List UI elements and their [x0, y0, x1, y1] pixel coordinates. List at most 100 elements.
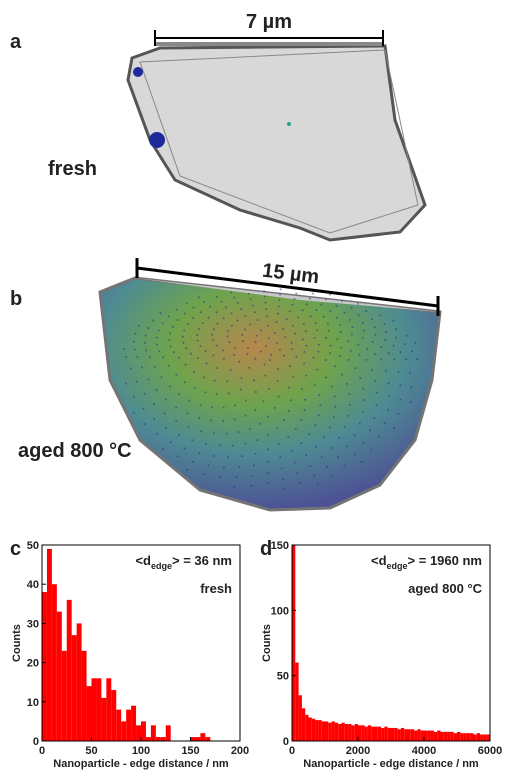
particle: [393, 427, 396, 430]
particle: [200, 429, 203, 432]
particle: [324, 298, 327, 301]
particle: [365, 310, 368, 313]
scale-bar: [136, 266, 439, 308]
particle: [388, 395, 391, 398]
particle: [350, 333, 353, 336]
bar: [420, 730, 424, 741]
annotation-suffix: > = 36 nm: [172, 553, 232, 568]
particle: [351, 326, 354, 329]
particle: [305, 374, 308, 377]
particle: [291, 303, 294, 306]
particle: [384, 369, 387, 372]
particle: [133, 348, 136, 351]
particle: [283, 487, 286, 490]
particle: [244, 399, 247, 402]
y-tick-label: 0: [33, 736, 39, 748]
particle: [178, 433, 181, 436]
particle: [253, 379, 256, 382]
particle: [176, 319, 179, 322]
particle: [172, 351, 175, 354]
bar: [437, 730, 441, 741]
particle: [392, 319, 395, 322]
bar: [414, 730, 418, 741]
bar: [334, 722, 339, 741]
bar: [292, 545, 296, 741]
bar: [371, 726, 375, 741]
particle: [293, 332, 296, 335]
particle: [322, 315, 325, 318]
bar: [106, 678, 112, 741]
particle: [343, 311, 346, 314]
particle: [212, 354, 215, 357]
particle: [231, 444, 234, 447]
particle: [264, 374, 267, 377]
particle: [347, 414, 350, 417]
particle: [315, 309, 318, 312]
particle: [226, 380, 229, 383]
particle: [269, 359, 271, 361]
particle: [259, 329, 262, 332]
particle: [361, 336, 364, 339]
particle: [268, 387, 271, 390]
particle: [143, 342, 146, 345]
particle: [181, 335, 184, 338]
particle: [281, 327, 284, 330]
bar: [305, 714, 309, 741]
particle: [161, 322, 164, 325]
particle: [169, 441, 172, 444]
particle: [266, 324, 269, 327]
particle: [354, 367, 357, 370]
y-tick-label: 150: [271, 540, 289, 552]
particle: [244, 315, 247, 318]
particle: [387, 351, 390, 354]
particle: [230, 312, 233, 315]
particle: [254, 452, 257, 455]
particle: [320, 303, 323, 306]
particle: [263, 363, 266, 366]
bar: [447, 731, 451, 741]
particle: [211, 339, 214, 342]
bar: [394, 727, 398, 741]
particle: [144, 334, 147, 337]
particle: [240, 377, 243, 380]
bar: [96, 678, 102, 741]
particle: [136, 356, 139, 359]
particle: [325, 336, 328, 339]
particle: [280, 467, 283, 470]
bar: [51, 584, 57, 741]
y-tick-label: 100: [271, 605, 289, 617]
particle: [378, 435, 381, 438]
particle: [288, 310, 291, 313]
x-tick-label: 2000: [346, 745, 370, 757]
particle: [207, 464, 210, 467]
particle: [277, 442, 280, 445]
particle: [312, 292, 315, 295]
y-tick-label: 40: [27, 579, 39, 591]
particle: [348, 392, 351, 395]
particle: [240, 308, 243, 311]
panel-label: a: [10, 31, 22, 53]
particle: [312, 356, 315, 359]
bar: [351, 725, 355, 741]
particle: [324, 358, 327, 361]
annotation: <dedge> = 1960 nm: [371, 553, 482, 571]
panel-caption: aged 800 °C: [18, 440, 132, 462]
bar: [205, 737, 211, 741]
particle: [183, 381, 186, 384]
particle: [314, 424, 317, 427]
particle: [374, 352, 377, 355]
bar: [86, 686, 92, 741]
particle: [366, 347, 369, 350]
y-axis-label: Counts: [11, 624, 23, 662]
particle: [380, 346, 383, 349]
particle: [233, 353, 236, 356]
bar: [111, 690, 117, 741]
particle: [379, 314, 382, 317]
particle: [236, 319, 239, 322]
particle: [254, 390, 257, 393]
particle: [204, 350, 207, 353]
particle: [276, 368, 279, 371]
particle: [167, 315, 170, 318]
particle: [292, 375, 295, 378]
x-tick-label: 150: [181, 745, 199, 757]
